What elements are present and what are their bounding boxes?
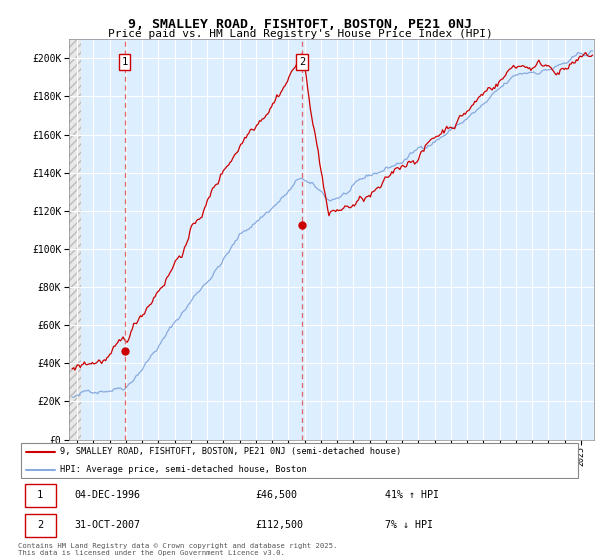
FancyBboxPatch shape <box>25 514 56 537</box>
Text: £46,500: £46,500 <box>255 490 297 500</box>
Text: 2: 2 <box>37 520 43 530</box>
Polygon shape <box>69 39 81 440</box>
Text: 31-OCT-2007: 31-OCT-2007 <box>74 520 140 530</box>
Text: 9, SMALLEY ROAD, FISHTOFT, BOSTON, PE21 0NJ (semi-detached house): 9, SMALLEY ROAD, FISHTOFT, BOSTON, PE21 … <box>60 447 401 456</box>
Text: 9, SMALLEY ROAD, FISHTOFT, BOSTON, PE21 0NJ: 9, SMALLEY ROAD, FISHTOFT, BOSTON, PE21 … <box>128 18 472 31</box>
FancyBboxPatch shape <box>25 483 56 507</box>
Text: 04-DEC-1996: 04-DEC-1996 <box>74 490 140 500</box>
Text: £112,500: £112,500 <box>255 520 303 530</box>
Text: 1: 1 <box>121 57 128 67</box>
Text: Price paid vs. HM Land Registry's House Price Index (HPI): Price paid vs. HM Land Registry's House … <box>107 29 493 39</box>
Text: 41% ↑ HPI: 41% ↑ HPI <box>385 490 439 500</box>
Text: 7% ↓ HPI: 7% ↓ HPI <box>385 520 433 530</box>
Text: 2: 2 <box>299 57 305 67</box>
Text: HPI: Average price, semi-detached house, Boston: HPI: Average price, semi-detached house,… <box>60 465 307 474</box>
FancyBboxPatch shape <box>21 444 578 478</box>
Text: Contains HM Land Registry data © Crown copyright and database right 2025.
This d: Contains HM Land Registry data © Crown c… <box>18 543 337 556</box>
Text: 1: 1 <box>37 490 43 500</box>
